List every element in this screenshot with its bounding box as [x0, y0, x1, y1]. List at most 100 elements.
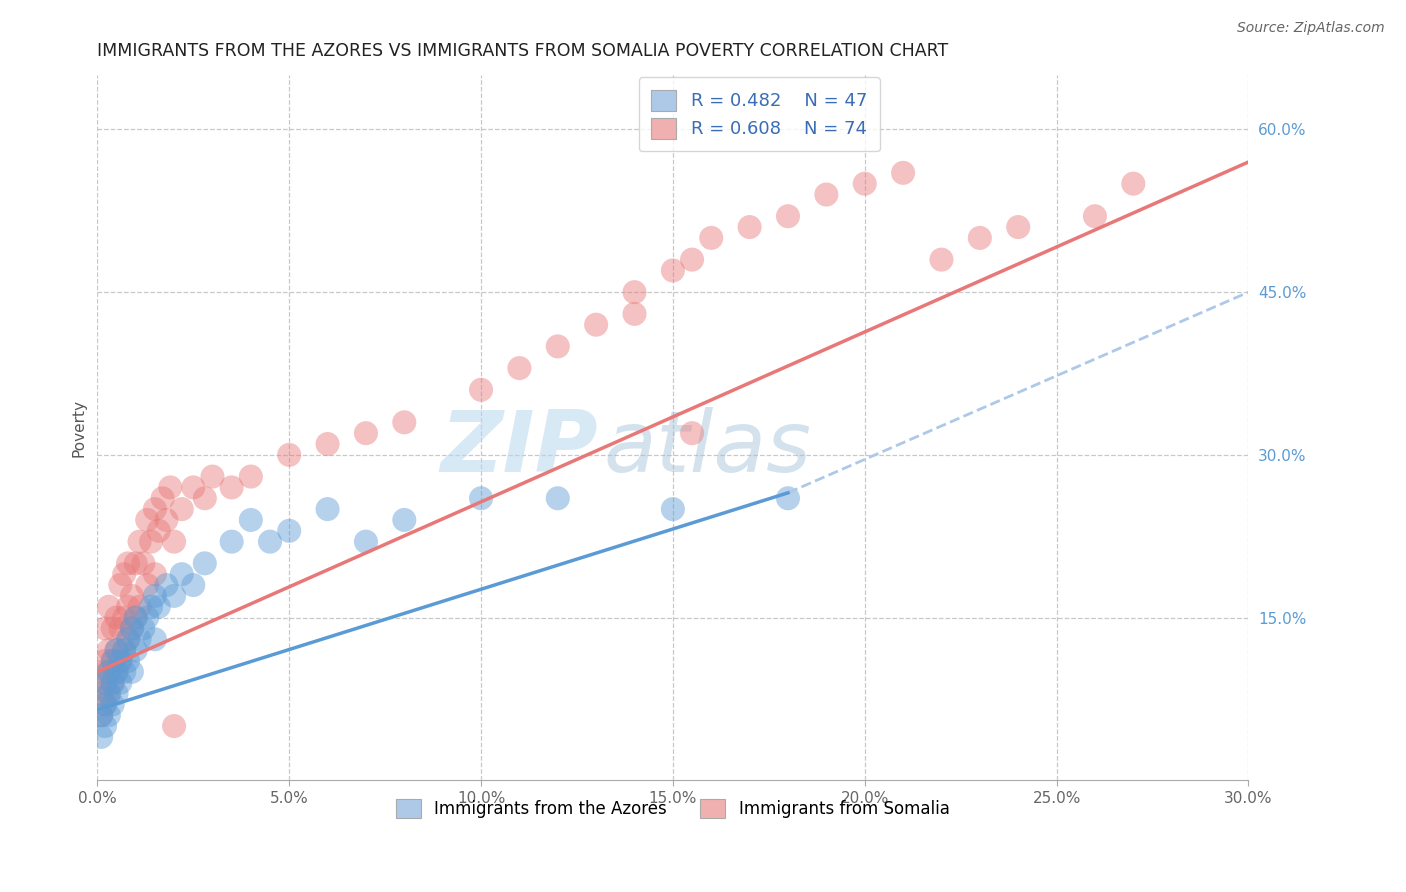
Point [194, 557, 217, 571]
Point [121, 622, 143, 636]
Point [94, 622, 117, 636]
Point [316, 502, 339, 516]
Point [163, 534, 186, 549]
Point [136, 513, 159, 527]
Point [117, 557, 139, 571]
Point [163, 589, 186, 603]
Point [194, 491, 217, 506]
Point [94, 675, 117, 690]
Point [547, 339, 569, 353]
Point [547, 491, 569, 506]
Point [90, 686, 112, 700]
Legend: Immigrants from the Azores, Immigrants from Somalia: Immigrants from the Azores, Immigrants f… [389, 792, 956, 825]
Point [101, 654, 124, 668]
Point [117, 599, 139, 614]
Point [170, 567, 193, 582]
Point [90, 730, 112, 744]
Point [121, 665, 143, 679]
Point [148, 524, 170, 538]
Point [278, 524, 301, 538]
Text: atlas: atlas [603, 408, 811, 491]
Point [1007, 220, 1029, 235]
Point [969, 231, 991, 245]
Point [470, 491, 492, 506]
Point [112, 610, 135, 624]
Point [110, 622, 132, 636]
Point [143, 502, 166, 516]
Point [128, 534, 150, 549]
Point [136, 578, 159, 592]
Point [239, 513, 262, 527]
Point [97, 665, 120, 679]
Point [105, 643, 128, 657]
Point [97, 686, 120, 700]
Point [121, 622, 143, 636]
Point [700, 231, 723, 245]
Point [623, 285, 645, 300]
Point [110, 654, 132, 668]
Point [259, 534, 281, 549]
Point [1122, 177, 1144, 191]
Point [221, 480, 243, 494]
Point [117, 632, 139, 647]
Point [101, 654, 124, 668]
Point [110, 654, 132, 668]
Point [112, 643, 135, 657]
Point [776, 491, 799, 506]
Point [221, 534, 243, 549]
Point [125, 557, 148, 571]
Point [101, 675, 124, 690]
Point [170, 502, 193, 516]
Point [585, 318, 607, 332]
Point [148, 599, 170, 614]
Point [97, 708, 120, 723]
Point [181, 578, 204, 592]
Point [354, 534, 377, 549]
Point [97, 643, 120, 657]
Point [105, 686, 128, 700]
Point [155, 513, 177, 527]
Point [776, 209, 799, 223]
Point [112, 643, 135, 657]
Point [394, 513, 416, 527]
Point [623, 307, 645, 321]
Point [101, 698, 124, 712]
Point [278, 448, 301, 462]
Point [143, 589, 166, 603]
Text: ZIP: ZIP [440, 408, 598, 491]
Point [101, 675, 124, 690]
Point [508, 361, 530, 376]
Point [110, 578, 132, 592]
Y-axis label: Poverty: Poverty [72, 399, 86, 457]
Point [117, 632, 139, 647]
Point [97, 686, 120, 700]
Point [110, 675, 132, 690]
Point [94, 654, 117, 668]
Point [112, 665, 135, 679]
Point [681, 252, 703, 267]
Point [931, 252, 953, 267]
Point [125, 643, 148, 657]
Point [155, 578, 177, 592]
Point [815, 187, 838, 202]
Point [128, 599, 150, 614]
Point [112, 567, 135, 582]
Point [136, 610, 159, 624]
Point [105, 665, 128, 679]
Point [105, 643, 128, 657]
Point [94, 698, 117, 712]
Point [662, 502, 685, 516]
Point [94, 675, 117, 690]
Point [681, 426, 703, 441]
Point [132, 622, 155, 636]
Point [105, 610, 128, 624]
Point [90, 665, 112, 679]
Point [152, 491, 174, 506]
Point [139, 534, 162, 549]
Point [181, 480, 204, 494]
Point [90, 708, 112, 723]
Point [117, 654, 139, 668]
Point [94, 719, 117, 733]
Point [125, 610, 148, 624]
Point [470, 383, 492, 397]
